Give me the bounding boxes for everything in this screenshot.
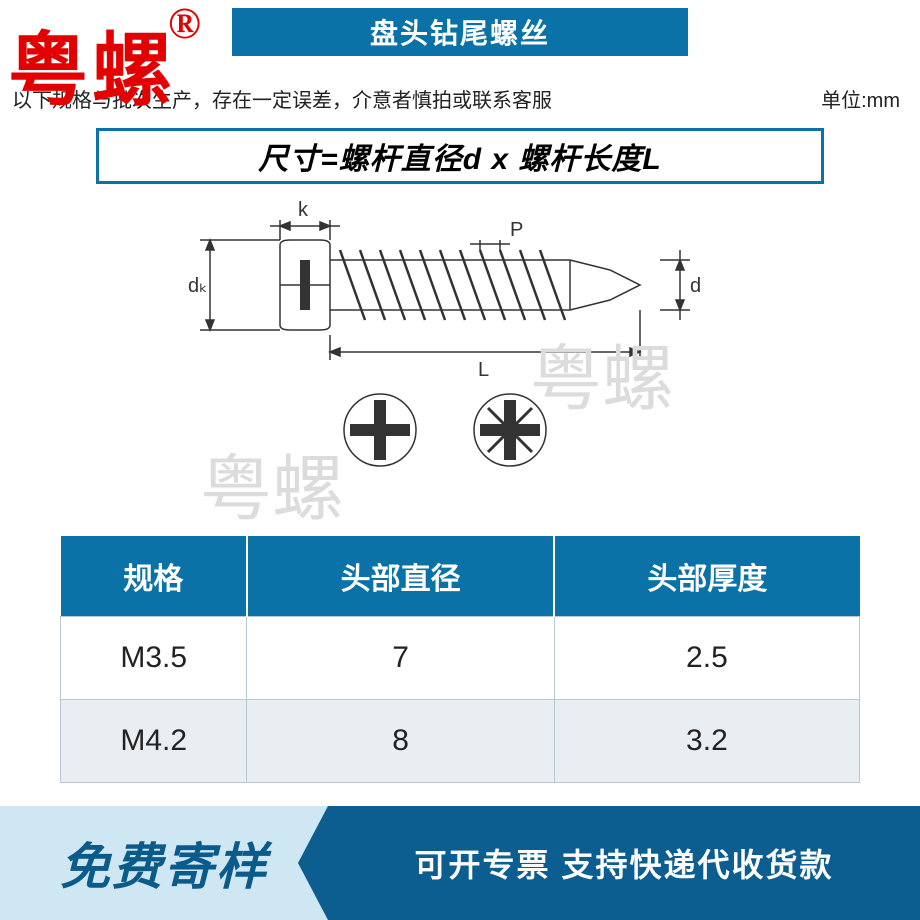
title-banner: 盘头钻尾螺丝 bbox=[232, 8, 688, 56]
unit-label: 单位:mm bbox=[821, 84, 900, 113]
brand-watermark: 粤螺® bbox=[8, 6, 213, 122]
footer-bar: 免费寄样 可开专票 支持快递代收货款 bbox=[0, 806, 920, 920]
table-header-row: 规格 头部直径 头部厚度 bbox=[61, 536, 860, 617]
table-row: M3.5 7 2.5 bbox=[61, 617, 860, 700]
free-sample-banner: 免费寄样 bbox=[0, 806, 328, 920]
col-head-thickness: 头部厚度 bbox=[554, 536, 859, 617]
formula-box: 尺寸=螺杆直径d x 螺杆长度L bbox=[96, 128, 824, 184]
invoice-banner: 可开专票 支持快递代收货款 bbox=[328, 806, 920, 920]
svg-text:L: L bbox=[478, 359, 489, 381]
svg-text:d: d bbox=[690, 275, 701, 297]
svg-text:dₖ: dₖ bbox=[188, 275, 208, 297]
spec-table: 规格 头部直径 头部厚度 M3.5 7 2.5 M4.2 8 3.2 bbox=[60, 536, 860, 783]
col-spec: 规格 bbox=[61, 536, 247, 617]
col-head-diameter: 头部直径 bbox=[247, 536, 554, 617]
svg-text:P: P bbox=[510, 219, 523, 241]
screw-diagram: dₖ k bbox=[180, 200, 740, 480]
table-row: M4.2 8 3.2 bbox=[61, 700, 860, 783]
svg-text:k: k bbox=[298, 200, 309, 221]
